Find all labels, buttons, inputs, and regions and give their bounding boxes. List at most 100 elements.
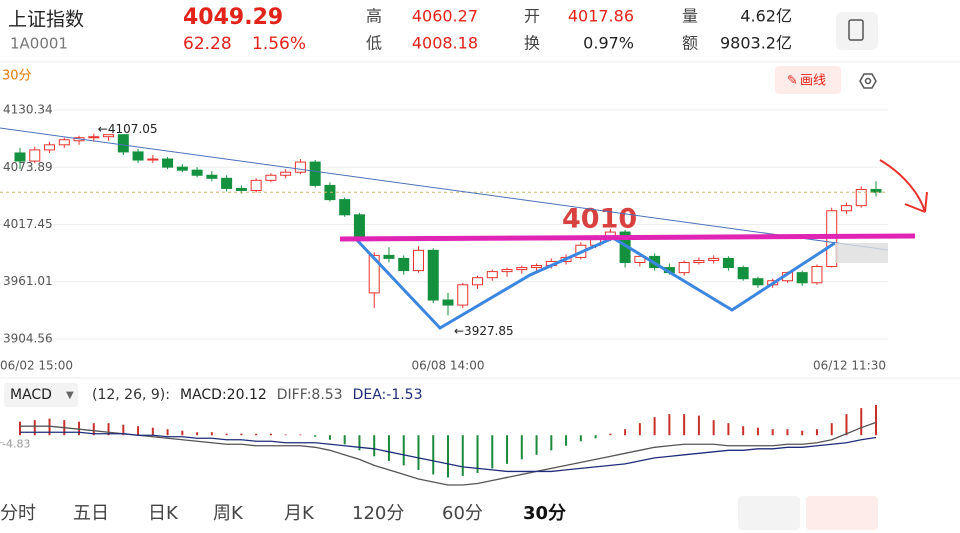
stat-label: 换: [524, 34, 540, 53]
stat-label: 额: [682, 34, 698, 53]
candle-body: [796, 272, 808, 284]
stat-value: 9803.2亿: [720, 34, 792, 53]
candle-body: [708, 257, 720, 261]
indicator-select[interactable]: [4, 383, 78, 407]
y-tick-label: 3904.56: [3, 332, 53, 346]
stat-value: 4.62亿: [740, 7, 792, 26]
period-label: 30分: [2, 69, 32, 84]
y-tick-label: 3961.01: [3, 274, 53, 288]
candle-body: [752, 278, 764, 286]
candle-body: [221, 177, 233, 189]
candle-body: [855, 188, 867, 207]
index-name: 上证指数: [8, 9, 84, 31]
price-marker: [835, 243, 888, 263]
indicator-line: [20, 431, 877, 473]
candle-body: [383, 254, 395, 259]
candle-body: [309, 161, 321, 186]
candle-body: [693, 259, 705, 263]
candle-body: [206, 174, 218, 179]
candle-body: [472, 277, 484, 286]
candle-body: [722, 257, 734, 269]
candle-body: [501, 269, 513, 273]
candle-body: [412, 249, 424, 272]
candle-body: [339, 199, 351, 216]
indicator-readout: DEA:-1.53: [353, 387, 423, 403]
indicator-readout: MACD:20.12: [180, 387, 267, 403]
candle-body: [44, 144, 56, 151]
indicator-readout: DIFF:8.53: [277, 387, 343, 403]
x-tick-label: 06/08 14:00: [412, 359, 485, 373]
candle-body: [486, 271, 498, 279]
y-tick-label: 4073.89: [3, 160, 53, 174]
x-tick-label: 06/12 11:30: [813, 359, 886, 373]
change: 62.28: [183, 34, 232, 54]
candle-body: [14, 152, 26, 162]
candle-body: [29, 149, 41, 162]
arrow-drawing: [879, 159, 928, 213]
resistance-line: [339, 233, 916, 242]
index-code: 1A0001: [10, 35, 68, 53]
draw-button[interactable]: [775, 66, 841, 94]
period-tab[interactable]: 60分: [442, 503, 483, 524]
pattern-line: [353, 236, 836, 330]
period-tab[interactable]: 分时: [0, 503, 36, 524]
candle-body: [398, 257, 410, 272]
settings-icon-dot: [864, 77, 872, 85]
stat-value: 0.97%: [583, 34, 634, 53]
device-icon: [848, 19, 864, 41]
candle-body: [250, 179, 262, 191]
candle-body: [737, 267, 749, 280]
y-tick-label: -4.83: [2, 438, 30, 451]
candle-body: [840, 205, 852, 212]
candle-body: [634, 255, 646, 263]
stat-label: 高: [366, 7, 382, 26]
high-annotation: ←4107.05: [98, 122, 158, 136]
candle-body: [132, 151, 144, 161]
dropdown-icon: ▼: [66, 390, 74, 401]
stat-label: 开: [524, 7, 540, 26]
settings-icon[interactable]: [859, 73, 877, 89]
candle-body: [58, 139, 70, 146]
low-annotation: ←3927.85: [454, 324, 514, 338]
candle-body: [265, 174, 277, 181]
candle-body: [88, 136, 100, 139]
candle-body: [191, 169, 203, 176]
indicator-line: [20, 421, 877, 486]
indicator-name: MACD: [10, 387, 52, 403]
candle-body: [176, 166, 188, 171]
candle-body: [516, 267, 528, 271]
candle-body: [368, 254, 380, 294]
chips-button[interactable]: [738, 496, 800, 530]
candle-body: [147, 158, 159, 161]
candle-body: [427, 249, 439, 301]
period-tab[interactable]: 120分: [352, 503, 404, 524]
period-tab[interactable]: 五日: [73, 503, 109, 524]
y-tick-label: 4017.45: [3, 217, 53, 231]
period-tab[interactable]: 月K: [284, 503, 315, 524]
candle-body: [280, 171, 292, 176]
period-tab[interactable]: 周K: [213, 503, 244, 524]
y-tick-label: 4130.34: [3, 103, 53, 117]
change-pct: 1.56%: [252, 34, 306, 54]
candle-body: [235, 187, 247, 191]
x-tick-label: 06/02 15:00: [0, 359, 73, 373]
candle-body: [294, 161, 306, 173]
watchlist-button[interactable]: [806, 496, 878, 530]
stat-value: 4008.18: [412, 34, 478, 53]
menu-button[interactable]: [836, 12, 878, 50]
period-tab[interactable]: 30分: [523, 503, 566, 524]
stat-label: 量: [682, 7, 698, 26]
candle-body: [353, 214, 365, 241]
candle-body: [162, 158, 174, 168]
candle-body: [811, 266, 823, 284]
period-tab[interactable]: 日K: [148, 503, 179, 524]
last-price: 4049.29: [183, 5, 283, 30]
note-annotation: 4010: [562, 204, 637, 235]
candle-body: [531, 265, 543, 269]
stat-value: 4060.27: [412, 7, 478, 26]
candle-body: [103, 134, 115, 138]
trend-line: [0, 127, 889, 251]
draw-icon: ✎: [787, 74, 798, 89]
draw-label: 画线: [800, 74, 826, 89]
